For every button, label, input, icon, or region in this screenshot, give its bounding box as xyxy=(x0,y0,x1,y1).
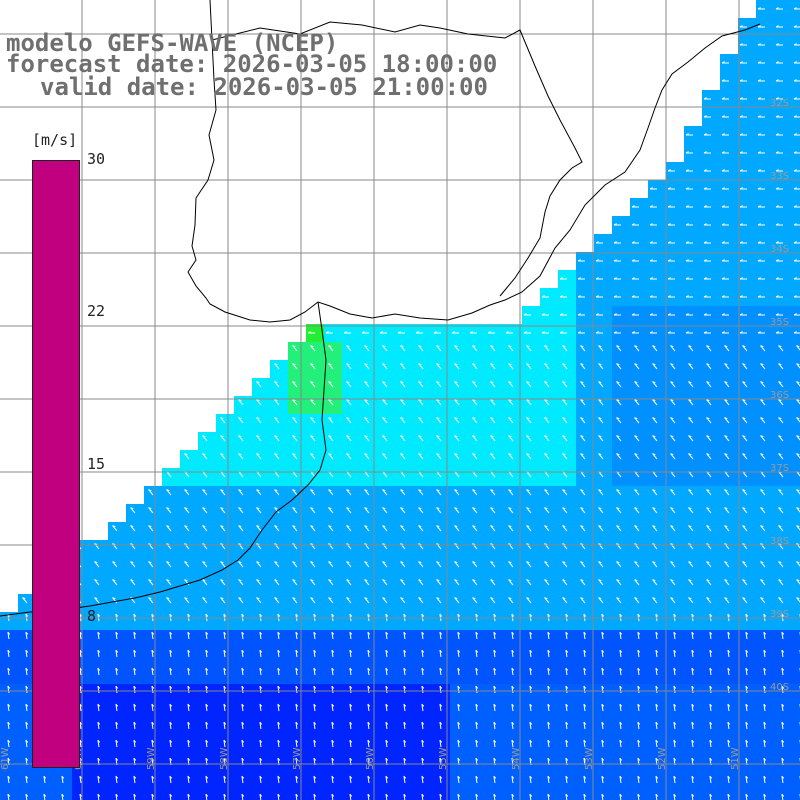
lat-label: 34S xyxy=(770,244,789,255)
colorbar-unit: [m/s] xyxy=(32,131,78,149)
lon-label: 61W xyxy=(0,747,11,770)
coastline xyxy=(187,0,761,323)
model-title: modelo GEFS-WAVE (NCEP) xyxy=(6,29,339,57)
lat-label: 33S xyxy=(770,171,789,182)
uruguay-border xyxy=(211,21,583,297)
valid-date: valid date: 2026-03-05 21:00:00 xyxy=(40,73,488,101)
colorbar-tick-15: 15 xyxy=(87,455,106,473)
lon-label: 59W xyxy=(146,747,157,770)
lat-label: 35S xyxy=(770,317,789,328)
colorbar-tick-8: 8 xyxy=(87,607,97,625)
lat-label: 36S xyxy=(770,390,789,401)
lat-label: 37S xyxy=(770,463,789,474)
lat-label: 38S xyxy=(770,536,789,547)
colorbar-tick-22: 22 xyxy=(87,302,106,320)
lon-label: 55W xyxy=(438,747,449,770)
lon-label: 57W xyxy=(292,747,303,770)
colorbar-tick-30: 30 xyxy=(87,150,106,168)
lon-label: 51W xyxy=(730,747,741,770)
lat-label: 39S xyxy=(770,609,789,620)
colorbar xyxy=(32,160,80,768)
argentina-coastline xyxy=(0,301,327,617)
lon-label: 53W xyxy=(584,747,595,770)
lon-label: 52W xyxy=(657,747,668,770)
forecast-date: forecast date: 2026-03-05 18:00:00 xyxy=(6,50,498,78)
lon-label: 58W xyxy=(219,747,230,770)
lon-label: 56W xyxy=(365,747,376,770)
lon-label: 54W xyxy=(511,747,522,770)
lat-label: 40S xyxy=(770,682,789,693)
lat-label: 32S xyxy=(770,98,789,109)
